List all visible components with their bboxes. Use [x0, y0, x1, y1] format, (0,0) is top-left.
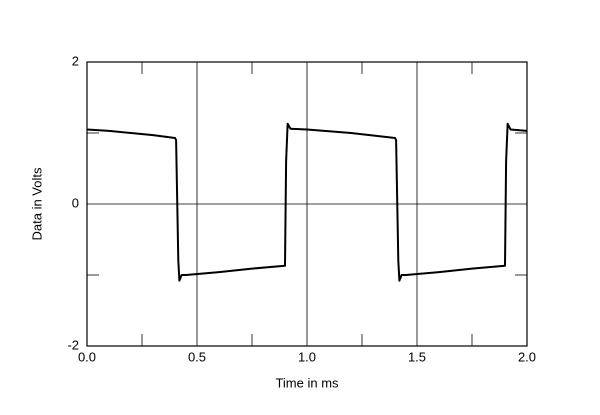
x-tick-label: 0.0 [78, 349, 96, 364]
x-tick-label: 1.0 [298, 349, 316, 364]
data-line [86, 122, 528, 282]
y-tick-label: 2 [72, 53, 79, 68]
y-tick-label: -2 [67, 337, 79, 352]
plot-frame [86, 61, 528, 347]
y-axis-label: Data in Volts [29, 167, 44, 240]
x-tick-label: 1.5 [408, 349, 426, 364]
x-axis-label: Time in ms [275, 375, 339, 390]
x-tick-label: 0.5 [188, 349, 206, 364]
y-tick-label: 0 [72, 195, 79, 210]
x-tick-label: 2.0 [518, 349, 536, 364]
